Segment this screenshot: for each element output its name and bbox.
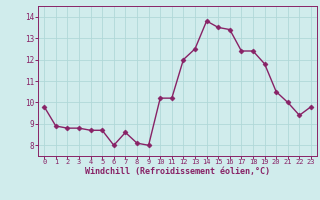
X-axis label: Windchill (Refroidissement éolien,°C): Windchill (Refroidissement éolien,°C) [85, 167, 270, 176]
